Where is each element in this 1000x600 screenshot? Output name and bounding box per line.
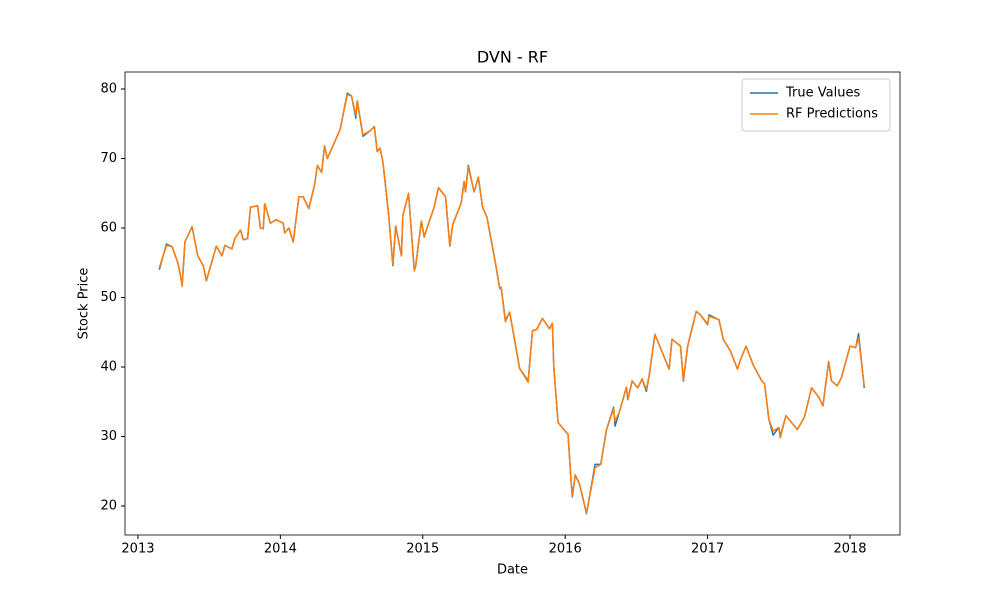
y-tick-label: 80 xyxy=(100,82,117,97)
x-axis-label: Date xyxy=(497,563,528,578)
x-tick-label: 2018 xyxy=(833,542,866,557)
x-tick-label: 2016 xyxy=(549,542,582,557)
x-tick-label: 2017 xyxy=(691,542,724,557)
legend-label: True Values xyxy=(785,86,860,101)
x-tick-label: 2015 xyxy=(406,542,439,557)
chart-title: DVN - RF xyxy=(477,48,548,67)
y-tick-label: 70 xyxy=(100,151,117,166)
x-tick-label: 2014 xyxy=(264,542,297,557)
plot-frame xyxy=(124,71,901,536)
legend-box xyxy=(741,78,891,132)
y-axis-label: Stock Price xyxy=(77,268,92,340)
y-tick-label: 60 xyxy=(100,221,117,236)
x-tick-label: 2013 xyxy=(121,542,154,557)
y-tick-label: 20 xyxy=(100,499,117,514)
y-tick-label: 40 xyxy=(100,360,117,375)
series-line xyxy=(158,93,865,514)
y-tick-label: 30 xyxy=(100,429,117,444)
series-line xyxy=(158,92,865,515)
legend-label: RF Predictions xyxy=(786,107,878,122)
y-tick-label: 50 xyxy=(100,290,117,305)
